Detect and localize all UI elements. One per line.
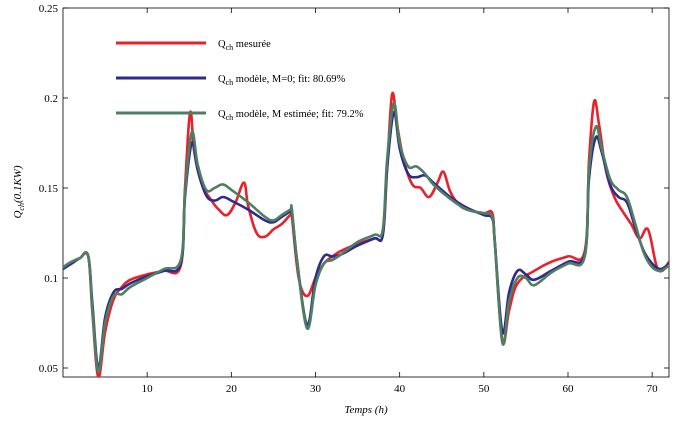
legend-label-2: Qch modèle, M=0; fit: 80.69%	[218, 74, 345, 87]
y-axis-title: Qch(0.1KW)	[12, 165, 26, 218]
y-axis-title-rest: (0.1KW)	[12, 165, 24, 203]
y-tick-label: 0.25	[39, 3, 59, 15]
x-tick-label: 20	[226, 383, 238, 395]
legend-label-3: Qch modèle, M estimée; fit: 79.2%	[218, 109, 364, 122]
y-tick-label: 0.2	[44, 93, 58, 105]
y-tick-label: 0.1	[44, 273, 58, 285]
legend-label-1: Qch mesurée	[218, 39, 271, 52]
x-tick-label: 40	[394, 383, 406, 395]
y-axis-title-main: Q	[12, 211, 24, 219]
legend: Qch mesurée Qch modèle, M=0; fit: 80.69% Q…	[116, 39, 364, 122]
x-tick-label: 70	[647, 383, 659, 395]
x-tick-label: 30	[310, 383, 322, 395]
x-axis-title: Temps (h)	[344, 404, 388, 416]
series-layer	[63, 91, 669, 377]
x-tick-label: 50	[478, 383, 490, 395]
y-axis-title-sub: ch	[17, 203, 26, 211]
x-tick-label: 60	[563, 383, 575, 395]
y-tick-label: 0.15	[39, 183, 59, 195]
series-line-3	[63, 102, 669, 373]
y-tick-label: 0.05	[39, 363, 59, 375]
ticks-layer: 10 20 30 40 50 60 70 0.05 0.1 0.15 0.2 0.25	[39, 3, 669, 395]
x-tick-label: 10	[142, 383, 154, 395]
plot-frame	[62, 7, 670, 378]
